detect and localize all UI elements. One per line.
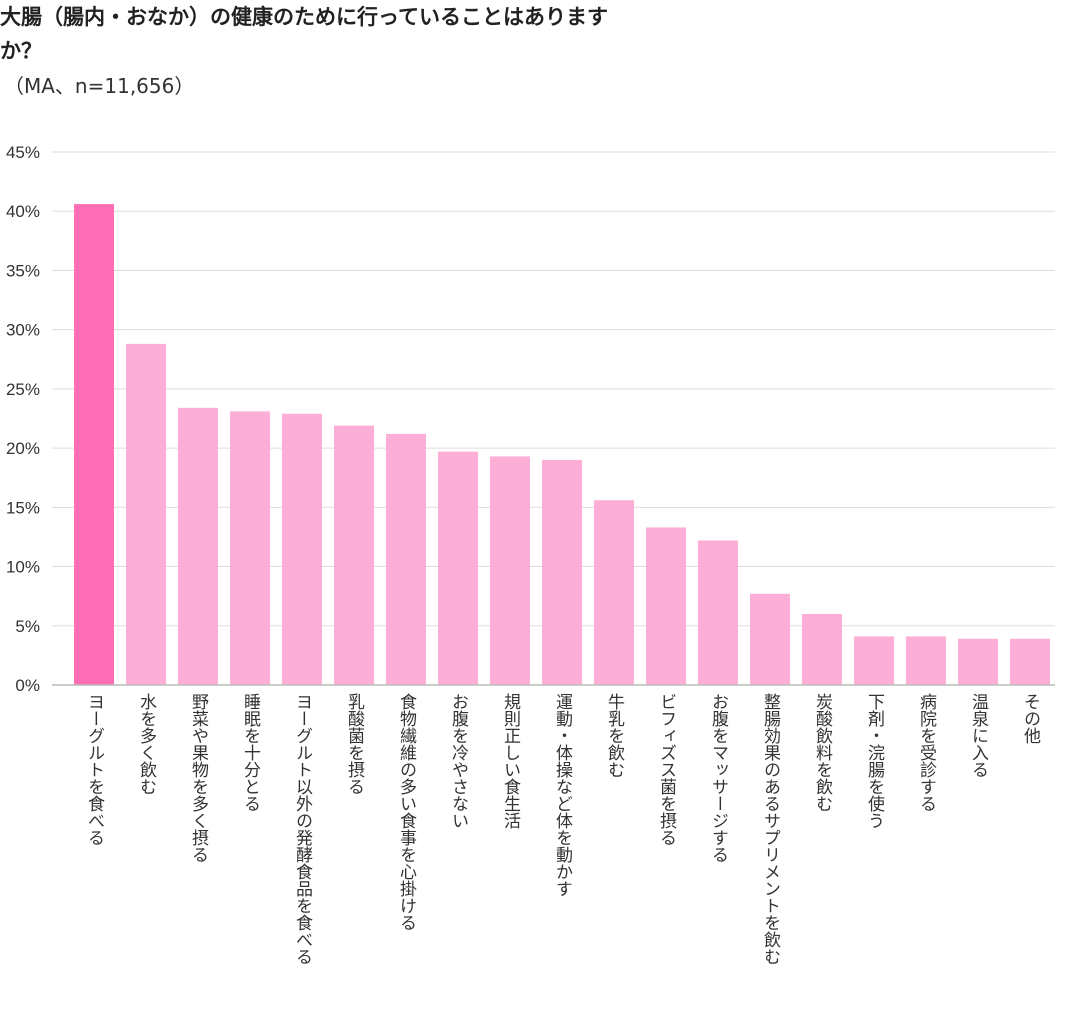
y-tick-label: 5% [15, 617, 40, 636]
category-label: 整腸効果のあるサプリメントを飲む [760, 693, 781, 965]
category-labels: ヨーグルトを食べる 水を多く飲む 野菜や果物を多く摂る 睡眠を十分とる ヨーグルト以外の… [84, 693, 1041, 965]
bar [958, 638, 998, 685]
category-label: お腹をマッサージする [708, 693, 729, 863]
y-tick-label: 20% [6, 439, 40, 458]
bar [230, 411, 270, 685]
bar [646, 527, 686, 685]
category-label: 運動・体操など体を動かす [552, 693, 573, 897]
bar [750, 593, 790, 685]
y-tick-label: 25% [6, 380, 40, 399]
bar [490, 456, 530, 685]
gridlines [52, 151, 1055, 627]
category-label: ヨーグルト以外の発酵食品を食べる [292, 693, 313, 965]
bar [334, 425, 374, 685]
bar [698, 540, 738, 685]
category-label: 下剤・浣腸を使う [864, 693, 885, 829]
category-label: 水を多く飲む [136, 693, 157, 795]
category-label: 炭酸飲料を飲む [812, 693, 833, 812]
category-label: 温泉に入る [968, 693, 989, 778]
chart-subtitle: （MA、n=11,656） [4, 74, 195, 98]
y-tick-label: 10% [6, 558, 40, 577]
category-label: 病院を受診する [916, 693, 937, 812]
category-label: 野菜や果物を多く摂る [188, 693, 209, 863]
y-tick-label: 35% [6, 261, 40, 280]
y-tick-label: 45% [6, 143, 40, 162]
y-tick-label: 0% [15, 676, 40, 695]
bar [542, 459, 582, 685]
category-label: 規則正しい食生活 [500, 693, 521, 829]
y-tick-label: 15% [6, 498, 40, 517]
bar [178, 407, 218, 685]
bar [74, 204, 114, 686]
category-label: 食物繊維の多い食事を心掛ける [396, 693, 417, 931]
chart-title: 大腸（腸内・おなか）の健康のために行っていることはありますか？ [0, 5, 608, 63]
bar [854, 636, 894, 685]
y-tick-label: 40% [6, 202, 40, 221]
bar [386, 433, 426, 685]
category-label: その他 [1020, 693, 1041, 744]
category-label: 牛乳を飲む [604, 693, 625, 778]
category-label: お腹を冷やさない [448, 693, 469, 829]
y-tick-label: 30% [6, 321, 40, 340]
bar [1010, 638, 1050, 685]
bar [802, 613, 842, 685]
y-axis-tick-labels: 0% 5% 10% 15% 20% 25% 30% 35% 40% 45% [6, 143, 40, 695]
category-label: ヨーグルトを食べる [84, 693, 105, 846]
category-label: 乳酸菌を摂る [344, 693, 365, 795]
bar [906, 636, 946, 685]
bar [594, 500, 634, 685]
bar [282, 413, 322, 685]
bar [126, 343, 166, 685]
bars [74, 204, 1050, 686]
category-label: ビフィズス菌を摂る [656, 693, 677, 846]
category-label: 睡眠を十分とる [240, 693, 261, 812]
bar [438, 451, 478, 685]
